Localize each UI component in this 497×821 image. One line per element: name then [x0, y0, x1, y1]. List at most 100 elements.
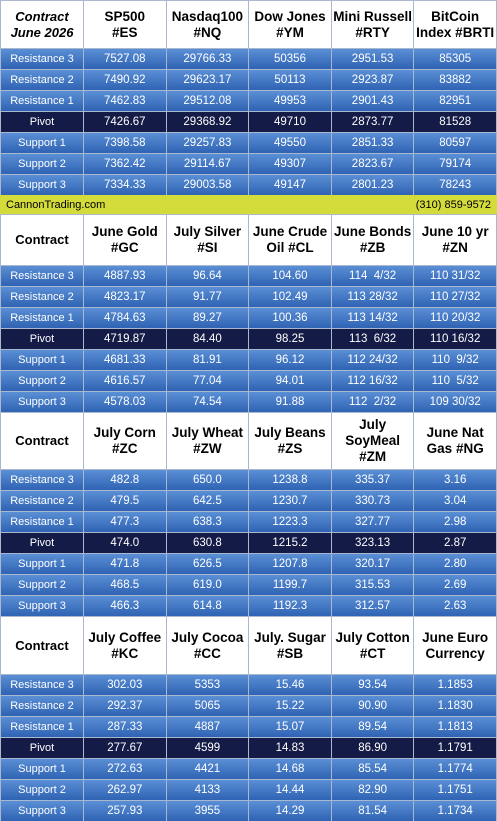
level-value: 277.67: [84, 738, 166, 758]
level-value: 630.8: [166, 533, 249, 553]
level-label: Resistance 3: [1, 675, 83, 695]
level-value: 98.25: [249, 329, 331, 349]
level-value: 1.1791: [414, 738, 496, 758]
level-value: 468.5: [84, 575, 166, 595]
level-value: 49710: [249, 112, 331, 132]
level-label: Support 3: [1, 801, 83, 821]
level-value: 330.73: [331, 491, 414, 511]
level-label: Support 2: [1, 154, 83, 174]
level-value: 292.37: [84, 696, 166, 716]
level-label: Support 3: [1, 175, 83, 195]
level-value: 4681.33: [84, 350, 166, 370]
level-value: 3.04: [414, 491, 496, 511]
level-value: 7398.58: [84, 133, 166, 153]
level-label: Resistance 3: [1, 266, 83, 286]
level-value: 49953: [249, 91, 331, 111]
level-value: 1238.8: [249, 470, 331, 490]
level-value: 81.91: [166, 350, 249, 370]
level-value: 642.5: [166, 491, 249, 511]
level-value: 77.04: [166, 371, 249, 391]
level-label: Pivot: [1, 112, 83, 132]
column-header: Dow Jones #YM: [249, 1, 331, 48]
level-value: 29257.83: [166, 133, 249, 153]
level-value: 7462.83: [84, 91, 166, 111]
level-value: 91.77: [166, 287, 249, 307]
level-value: 2823.67: [331, 154, 414, 174]
level-value: 4719.87: [84, 329, 166, 349]
level-value: 7490.92: [84, 70, 166, 90]
level-value: 315.53: [331, 575, 414, 595]
column-header: July Beans #ZS: [249, 413, 331, 469]
level-value: 262.97: [84, 780, 166, 800]
level-value: 112 2/32: [331, 392, 414, 412]
level-value: 2951.53: [331, 49, 414, 69]
level-value: 15.07: [249, 717, 331, 737]
level-value: 2851.33: [331, 133, 414, 153]
level-value: 2.69: [414, 575, 496, 595]
level-value: 2873.77: [331, 112, 414, 132]
level-value: 91.88: [249, 392, 331, 412]
level-value: 114 4/32: [331, 266, 414, 286]
level-label: Support 1: [1, 759, 83, 779]
phone: (310) 859-9572: [415, 198, 491, 211]
column-header: June Crude Oil #CL: [249, 215, 331, 265]
level-label: Resistance 2: [1, 696, 83, 716]
level-value: 4784.63: [84, 308, 166, 328]
level-value: 1199.7: [249, 575, 331, 595]
level-value: 112 24/32: [331, 350, 414, 370]
level-value: 109 30/32: [414, 392, 496, 412]
level-value: 14.44: [249, 780, 331, 800]
column-header: SP500 #ES: [84, 1, 166, 48]
banner: CannonTrading.com (310) 859-9572: [0, 195, 497, 214]
level-value: 96.64: [166, 266, 249, 286]
column-header: June Euro Currency: [414, 617, 496, 674]
level-value: 1.1751: [414, 780, 496, 800]
level-value: 482.8: [84, 470, 166, 490]
level-value: 2.80: [414, 554, 496, 574]
column-header: June Nat Gas #NG: [414, 413, 496, 469]
level-value: 1.1734: [414, 801, 496, 821]
level-value: 14.83: [249, 738, 331, 758]
table-section: Contract July Coffee #KC July Cocoa #CC Jul…: [0, 616, 497, 821]
level-value: 74.54: [166, 392, 249, 412]
level-label: Resistance 1: [1, 308, 83, 328]
row-header: Contract June 2026: [1, 1, 83, 48]
column-header: July. Sugar #SB: [249, 617, 331, 674]
level-value: 479.5: [84, 491, 166, 511]
level-value: 81.54: [331, 801, 414, 821]
level-value: 79174: [414, 154, 496, 174]
level-value: 81528: [414, 112, 496, 132]
level-value: 94.01: [249, 371, 331, 391]
level-value: 112 16/32: [331, 371, 414, 391]
level-label: Resistance 1: [1, 91, 83, 111]
level-value: 80597: [414, 133, 496, 153]
level-value: 110 20/32: [414, 308, 496, 328]
level-value: 614.8: [166, 596, 249, 616]
level-value: 2.63: [414, 596, 496, 616]
level-value: 110 9/32: [414, 350, 496, 370]
level-value: 89.54: [331, 717, 414, 737]
level-value: 7334.33: [84, 175, 166, 195]
row-header: Contract: [1, 215, 83, 265]
level-value: 113 6/32: [331, 329, 414, 349]
level-value: 85.54: [331, 759, 414, 779]
level-value: 4616.57: [84, 371, 166, 391]
level-label: Support 2: [1, 575, 83, 595]
table-section: Contract June 2026 SP500 #ES Nasdaq100 #NQ…: [0, 0, 497, 195]
level-label: Support 2: [1, 371, 83, 391]
level-value: 83882: [414, 70, 496, 90]
level-label: Support 1: [1, 554, 83, 574]
level-value: 14.29: [249, 801, 331, 821]
website: CannonTrading.com: [6, 198, 106, 211]
level-value: 320.17: [331, 554, 414, 574]
level-value: 50356: [249, 49, 331, 69]
level-value: 7426.67: [84, 112, 166, 132]
level-label: Pivot: [1, 738, 83, 758]
level-value: 110 31/32: [414, 266, 496, 286]
level-label: Support 1: [1, 350, 83, 370]
level-value: 312.57: [331, 596, 414, 616]
level-label: Resistance 2: [1, 491, 83, 511]
level-value: 1.1830: [414, 696, 496, 716]
level-value: 2901.43: [331, 91, 414, 111]
level-label: Pivot: [1, 533, 83, 553]
